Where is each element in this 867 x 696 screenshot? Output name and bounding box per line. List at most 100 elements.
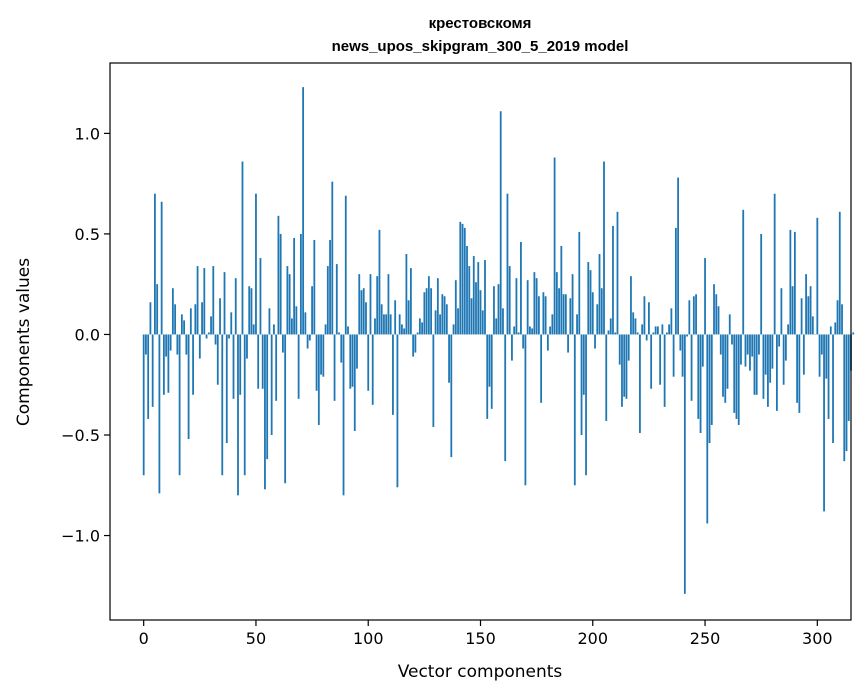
y-tick-label: −1.0: [61, 527, 100, 546]
bar: [843, 334, 846, 462]
x-tick-label: 50: [246, 629, 266, 648]
bar: [374, 318, 376, 335]
bar: [731, 334, 733, 345]
bar: [221, 334, 224, 476]
bar: [201, 302, 203, 335]
bar: [237, 334, 239, 496]
bar: [430, 288, 432, 335]
bar: [174, 304, 177, 335]
bar: [273, 324, 275, 335]
bar: [706, 334, 709, 524]
bar: [508, 266, 511, 335]
bar: [304, 312, 307, 335]
bar: [715, 294, 718, 335]
bar: [665, 332, 668, 335]
bar: [751, 334, 754, 357]
bar: [383, 314, 385, 335]
bar: [427, 276, 430, 335]
bar: [356, 334, 358, 369]
y-tick-label: −0.5: [61, 426, 100, 445]
bar: [841, 304, 843, 335]
bar: [171, 288, 174, 335]
bar: [836, 300, 839, 335]
bar: [326, 266, 329, 335]
bar: [587, 262, 590, 335]
bar: [441, 294, 444, 335]
bar: [755, 334, 758, 395]
bar: [331, 181, 334, 335]
bar: [198, 334, 201, 359]
bar: [145, 334, 147, 355]
bar: [515, 278, 518, 335]
bar: [582, 334, 585, 395]
bar: [266, 334, 269, 460]
bar: [322, 334, 325, 377]
bar: [403, 328, 406, 335]
bar: [248, 286, 251, 335]
bar: [257, 334, 260, 389]
bar: [787, 324, 790, 335]
bar: [677, 177, 679, 335]
bar: [704, 258, 706, 335]
bar: [207, 332, 210, 335]
bar: [683, 334, 686, 594]
bar: [809, 286, 812, 335]
bar: [690, 334, 693, 401]
bar: [302, 87, 305, 335]
bar: [551, 314, 554, 335]
bar: [762, 334, 765, 399]
bar: [555, 272, 558, 335]
bar: [513, 326, 516, 335]
bar: [389, 314, 392, 335]
bar: [392, 334, 394, 415]
bar: [636, 332, 639, 335]
bar: [796, 334, 799, 403]
bar: [284, 334, 287, 484]
bar: [306, 334, 309, 349]
x-tick-label: 150: [465, 629, 496, 648]
bar: [827, 334, 830, 419]
bar: [780, 288, 783, 335]
bar: [607, 330, 610, 335]
bar: [737, 334, 740, 425]
bar: [726, 334, 729, 389]
bar: [818, 334, 821, 377]
bar: [297, 334, 300, 399]
bar: [461, 223, 464, 335]
bar: [758, 334, 760, 355]
bar: [834, 322, 837, 335]
bar: [452, 324, 455, 335]
bar: [740, 334, 742, 365]
bar: [466, 245, 468, 335]
chart-title-line1: крестовскомя: [429, 15, 532, 32]
bar: [228, 334, 230, 339]
bar: [439, 314, 441, 335]
bar: [180, 314, 183, 335]
bar: [378, 229, 381, 335]
bar: [506, 193, 509, 335]
bar: [340, 334, 343, 363]
bar: [288, 274, 291, 335]
bar: [282, 334, 284, 353]
bar: [457, 308, 459, 335]
bar: [299, 233, 302, 335]
bar: [293, 237, 296, 335]
bar: [344, 195, 347, 335]
bar: [546, 334, 549, 351]
bar: [542, 292, 545, 335]
bar: [295, 306, 298, 335]
bar: [784, 334, 787, 361]
bar: [760, 233, 763, 335]
bar: [189, 308, 192, 335]
bar: [358, 274, 361, 335]
bar: [259, 258, 262, 335]
bar: [324, 324, 327, 335]
bar: [149, 302, 152, 335]
bar: [621, 334, 623, 407]
bar: [142, 334, 145, 476]
bar: [778, 334, 781, 347]
bar: [517, 332, 520, 335]
bar: [216, 334, 219, 385]
bar: [416, 332, 419, 335]
bar: [533, 272, 536, 335]
